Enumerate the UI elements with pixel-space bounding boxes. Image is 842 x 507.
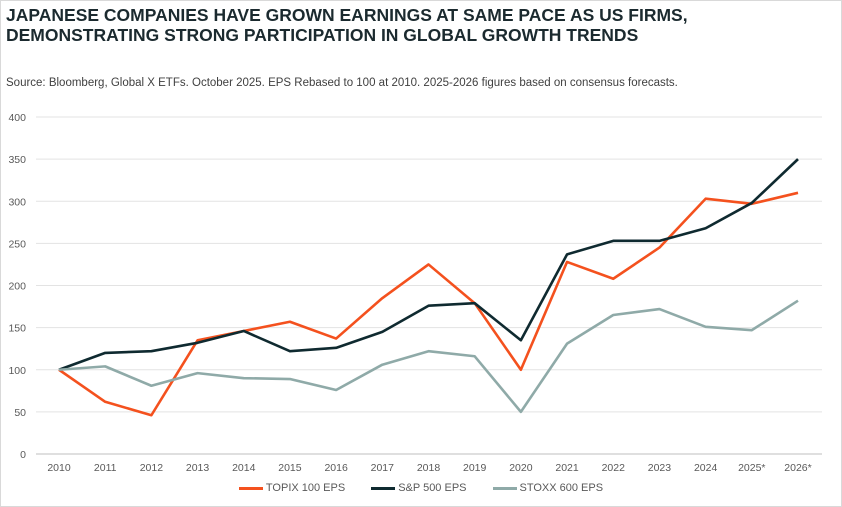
y-tick-label: 150 [8,323,26,335]
x-tick-label: 2021 [555,462,579,474]
x-tick-label: 2016 [324,462,348,474]
chart-subtitle: Source: Bloomberg, Global X ETFs. Octobe… [6,77,678,89]
x-tick-label: 2013 [186,462,210,474]
x-tick-label: 2011 [94,462,117,474]
x-tick-label: 2012 [140,462,164,474]
legend-label: STOXX 600 EPS [519,482,604,494]
x-tick-label: 2025* [738,462,765,474]
y-tick-label: 300 [8,196,26,208]
x-tick-label: 2020 [509,462,533,474]
y-tick-label: 200 [8,281,26,293]
x-tick-label: 2017 [371,462,395,474]
chart-title: JAPANESE COMPANIES HAVE GROWN EARNINGS A… [6,5,688,45]
legend-label: S&P 500 EPS [398,482,467,494]
y-tick-label: 400 [8,112,26,124]
legend-swatch [238,486,263,490]
x-tick-label: 2023 [648,462,672,474]
y-tick-label: 50 [14,407,26,419]
legend-item: S&P 500 EPS [371,482,467,494]
x-tick-label: 2022 [602,462,626,474]
legend-item: TOPIX 100 EPS [238,482,346,494]
legend-swatch [371,486,396,490]
y-tick-label: 0 [20,449,26,461]
legend-item: STOXX 600 EPS [492,482,604,494]
y-tick-label: 350 [8,154,26,166]
legend: TOPIX 100 EPS S&P 500 EPS STOXX 600 EPS [0,482,842,494]
y-tick-label: 250 [8,238,26,250]
legend-label: TOPIX 100 EPS [265,482,346,494]
x-tick-label: 2024 [694,462,718,474]
x-tick-label: 2015 [278,462,302,474]
x-tick-label: 2010 [47,462,71,474]
x-tick-label: 2026* [784,462,811,474]
x-tick-label: 2018 [417,462,441,474]
x-tick-label: 2019 [463,462,487,474]
series-line-2 [58,299,799,414]
x-tick-label: 2014 [232,462,256,474]
legend-swatch [492,486,517,490]
y-tick-label: 100 [8,365,26,377]
